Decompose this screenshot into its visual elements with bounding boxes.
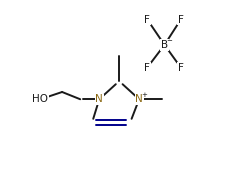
Text: F: F xyxy=(178,63,184,72)
Text: −: − xyxy=(167,38,173,44)
Text: N: N xyxy=(95,94,103,104)
Text: F: F xyxy=(144,15,150,24)
Text: F: F xyxy=(144,63,150,72)
Text: B: B xyxy=(161,40,168,50)
Text: HO: HO xyxy=(32,94,48,104)
Text: N: N xyxy=(135,94,143,104)
Text: F: F xyxy=(178,15,184,24)
Text: +: + xyxy=(142,92,147,98)
